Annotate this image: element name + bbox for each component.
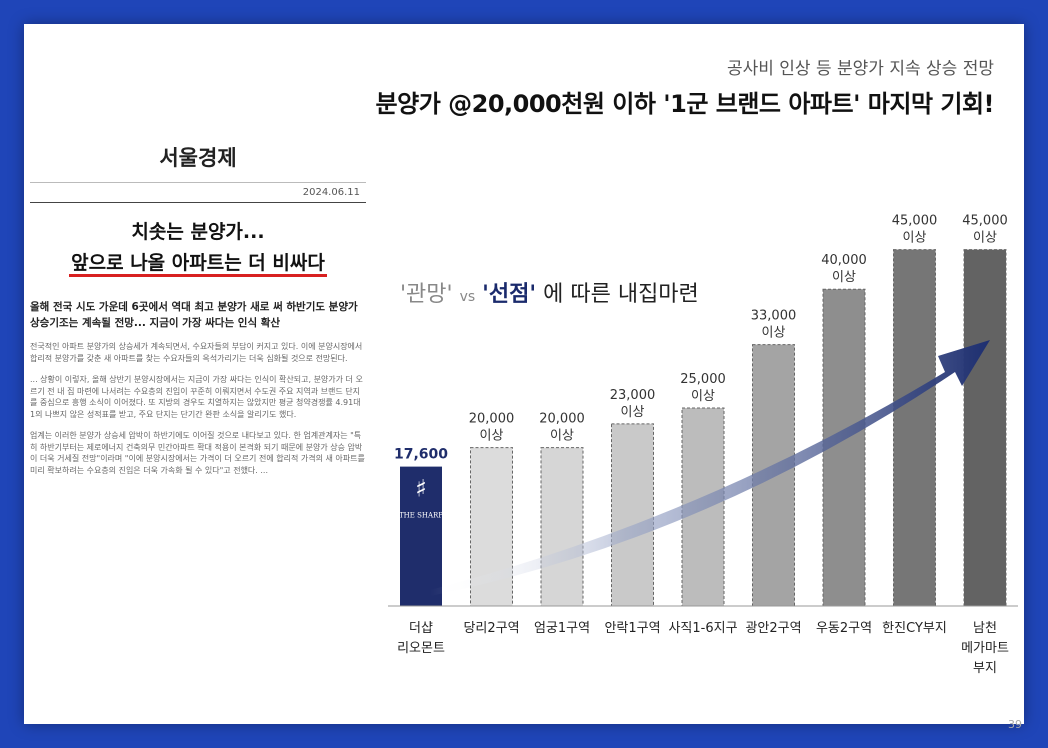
value-label-line: 이상 <box>691 389 715 404</box>
value-label-line: 45,000 <box>962 214 1008 229</box>
article-paragraph-3: 업계는 이러한 분양가 상승세 압박이 하반기에도 이어질 것으로 내다보고 있… <box>30 431 365 475</box>
news-article: 서울경제 2024.06.11 치솟는 분양가... 앞으로 나올 아파트는 더… <box>30 142 366 476</box>
value-label-line: 이상 <box>973 231 997 246</box>
category-label-4: 사직1-6지구 <box>668 621 737 636</box>
bar-7 <box>893 249 936 607</box>
category-label-line: 더샵 <box>409 621 433 636</box>
category-label-line: 남천 <box>973 621 997 636</box>
article-date: 2024.06.11 <box>302 187 360 198</box>
the-sharp-logo-text: THE SHARP <box>399 512 443 520</box>
value-label-line: 이상 <box>480 429 504 444</box>
category-label-2: 엄궁1구역 <box>534 621 590 636</box>
value-label-7: 45,000 이상 <box>892 214 938 246</box>
value-label-line: 25,000 <box>680 372 726 387</box>
category-label-line: 부지 <box>973 661 997 676</box>
bar-3 <box>611 423 654 607</box>
category-label-line: 엄궁1구역 <box>534 621 590 636</box>
value-label-line: 45,000 <box>892 214 938 229</box>
the-sharp-logo-mark: ♯ <box>415 474 427 503</box>
slide-headline: 분양가 @20,000천원 이하 '1군 브랜드 아파트' 마지막 기회! <box>375 90 995 118</box>
category-label-line: 안락1구역 <box>604 621 660 636</box>
value-label-line: 이상 <box>832 270 856 285</box>
category-label-line: 당리2구역 <box>463 621 519 636</box>
category-label-1: 당리2구역 <box>463 621 519 636</box>
value-label-line: 40,000 <box>821 253 867 268</box>
newspaper-name: 서울경제 <box>159 146 237 170</box>
divider <box>30 202 366 203</box>
value-label-line: 20,000 <box>469 412 515 427</box>
value-label-line: 23,000 <box>610 388 656 403</box>
category-label-line: 우동2구역 <box>816 621 872 636</box>
bar-8 <box>963 249 1007 607</box>
chart-title-rest: 에 따른 내집마련 <box>543 282 699 307</box>
value-label-line: 33,000 <box>751 309 797 324</box>
value-label-line: 이상 <box>762 326 786 341</box>
value-label-line: 이상 <box>621 405 645 420</box>
value-label-line: 이상 <box>550 429 574 444</box>
value-label-2: 20,000 이상 <box>539 412 585 444</box>
chart-title-preempt: '선점' <box>482 282 537 307</box>
article-paragraph-2: ... 상황이 이렇자, 올해 상반기 분양시장에서는 지금이 가장 싸다는 인… <box>30 375 363 419</box>
value-label-3: 23,000 이상 <box>610 388 656 420</box>
category-label-5: 광안2구역 <box>745 621 801 636</box>
category-label-6: 우동2구역 <box>816 621 872 636</box>
category-label-7: 한진CY부지 <box>882 621 947 636</box>
category-label-line: 사직1-6지구 <box>668 621 737 636</box>
page-number: 39 <box>1008 718 1022 731</box>
category-label-3: 안락1구역 <box>604 621 660 636</box>
value-label-6: 40,000 이상 <box>821 253 867 285</box>
value-label-4: 25,000 이상 <box>680 372 726 404</box>
value-label-5: 33,000 이상 <box>751 309 797 341</box>
bar-0 <box>400 466 442 606</box>
category-label-line: 메가마트 <box>961 641 1009 656</box>
slide-subtitle: 공사비 인상 등 분양가 지속 상승 전망 <box>726 59 994 79</box>
article-lead: 올해 전국 시도 가운데 6곳에서 역대 최고 분양가 새로 써 하반기도 분양… <box>30 301 358 329</box>
bar-2 <box>540 447 584 607</box>
value-label-line: 이상 <box>903 231 927 246</box>
value-label-8: 45,000 이상 <box>962 214 1008 246</box>
article-title-line2: 앞으로 나올 아파트는 더 비싸다 <box>30 248 366 277</box>
value-label-1: 20,000 이상 <box>469 412 515 444</box>
article-title-line1: 치솟는 분양가... <box>131 221 265 243</box>
chart-title: '관망' vs '선점' 에 따른 내집마련 <box>400 276 699 308</box>
chart-title-wait: '관망' <box>400 282 453 307</box>
value-label-line: 17,600 <box>394 447 448 463</box>
underlined-title: 앞으로 나올 아파트는 더 비싸다 <box>69 252 327 277</box>
value-label-line: 20,000 <box>539 412 585 427</box>
divider <box>30 182 366 183</box>
value-label-0: 17,600 <box>394 447 448 463</box>
article-paragraph-1: 전국적인 아파트 분양가의 상승세가 계속되면서, 수요자들의 부담이 커지고 … <box>30 342 363 363</box>
category-label-line: 한진CY부지 <box>882 621 947 636</box>
category-label-line: 광안2구역 <box>745 621 801 636</box>
chart-title-vs: vs <box>459 289 476 305</box>
category-label-line: 리오몬트 <box>397 641 445 656</box>
